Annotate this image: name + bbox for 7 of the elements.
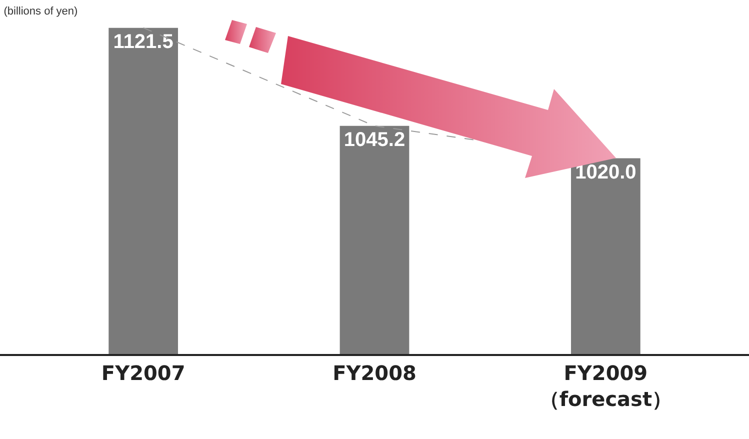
chart-title: (billions of yen) <box>4 5 78 18</box>
x-tick-label: FY2007 <box>101 360 186 385</box>
data-label: 1121.5 <box>113 30 174 53</box>
data-label: 1045.2 <box>344 128 406 151</box>
x-tick-label: FY2009 （forecast） <box>539 360 672 411</box>
x-tick-label: FY2008 <box>332 360 416 385</box>
data-label: 1020.0 <box>575 161 636 184</box>
